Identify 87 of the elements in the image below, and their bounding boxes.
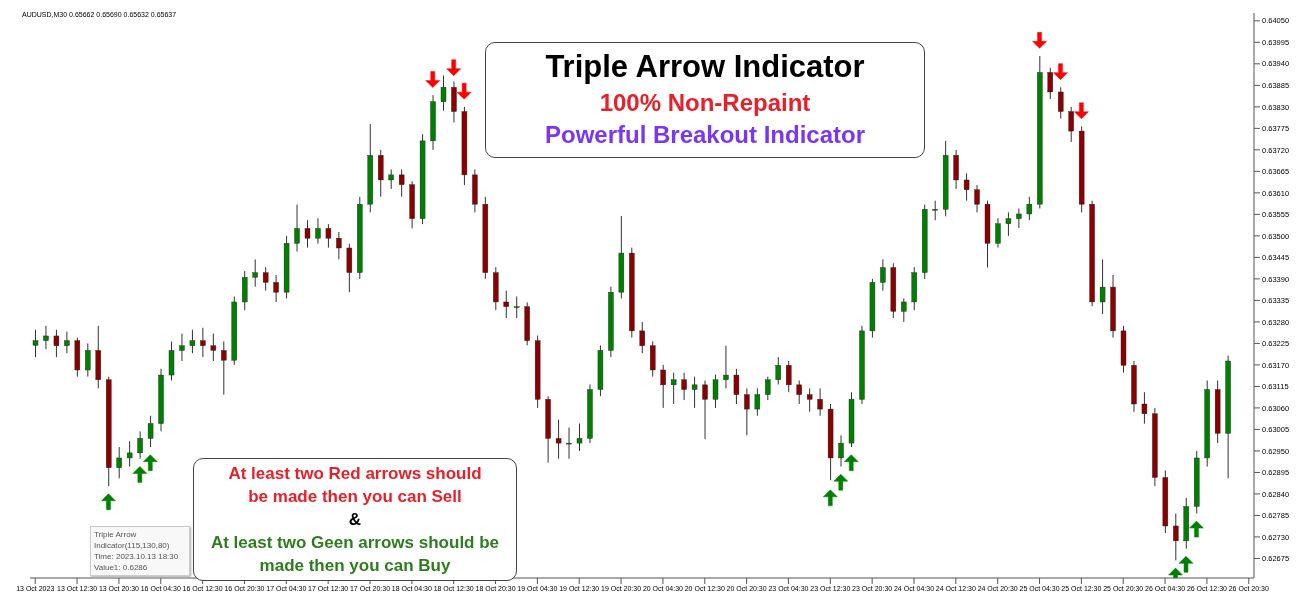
point	[425, 71, 441, 88]
candlestick	[744, 387, 750, 436]
candlestick	[200, 327, 206, 358]
candlestick	[1005, 211, 1012, 237]
candlestick	[1141, 391, 1148, 425]
candlestick	[670, 372, 677, 405]
candlestick	[691, 376, 698, 409]
candlestick	[901, 297, 907, 323]
point	[132, 466, 148, 483]
candlestick	[252, 258, 258, 288]
point	[1189, 520, 1204, 538]
candlestick	[786, 360, 792, 393]
point	[143, 454, 158, 471]
candlestick	[995, 217, 1001, 249]
candlestick	[880, 258, 886, 292]
candlestick	[555, 419, 562, 460]
candlestick	[932, 200, 938, 221]
point	[1074, 102, 1089, 119]
candlestick	[440, 75, 447, 112]
candlestick	[398, 168, 405, 198]
annotation: At least two Geen arrows should be made then you can Buy	[209, 532, 501, 577]
candlestick	[1173, 512, 1179, 561]
candlestick	[702, 380, 708, 440]
candlestick	[712, 374, 719, 409]
candlestick	[1047, 67, 1053, 100]
candlestick	[754, 387, 761, 417]
point	[833, 473, 849, 491]
point	[446, 59, 461, 76]
candlestick	[388, 168, 394, 190]
annotation: Time: 2023.10.13 18:30	[94, 551, 180, 562]
candlestick	[681, 372, 687, 401]
candlestick	[43, 325, 49, 350]
annotation: &	[347, 509, 363, 531]
annotation: Powerful Breakout Indicator	[543, 120, 867, 150]
candlestick	[503, 290, 509, 319]
candlestick	[116, 446, 122, 479]
point	[823, 489, 838, 507]
candlestick	[1068, 106, 1074, 143]
candlestick	[775, 356, 781, 385]
point	[1032, 32, 1047, 49]
candlestick	[126, 440, 133, 468]
candlestick	[566, 426, 572, 460]
candlestick	[1016, 208, 1022, 229]
candlestick	[817, 387, 823, 417]
point	[456, 82, 472, 100]
candlestick	[189, 329, 196, 354]
candlestick	[137, 430, 143, 460]
candlestick	[1026, 196, 1033, 221]
candlestick	[315, 217, 321, 245]
candlestick	[660, 364, 666, 409]
note-box: At least two Red arrows should be made then you can Sell & At least two Geen arrows should be made then you can Buy	[193, 458, 517, 581]
title-box: Triple Arrow Indicator 100% Non-Repaint Powerful Breakout Indicator	[485, 42, 925, 158]
point	[1053, 63, 1068, 80]
candlestick	[733, 368, 740, 405]
candlestick	[262, 266, 269, 292]
candlestick	[806, 387, 813, 413]
candlestick	[796, 380, 802, 405]
point	[101, 493, 116, 510]
candlestick	[147, 415, 154, 448]
candlestick	[639, 321, 645, 354]
point	[843, 454, 859, 471]
candlestick	[304, 219, 311, 249]
point	[1178, 556, 1194, 573]
candlestick	[576, 423, 583, 452]
candlestick	[53, 329, 60, 358]
candlestick	[765, 376, 771, 401]
candlestick	[514, 295, 520, 319]
candlestick	[273, 274, 279, 303]
candlestick	[325, 223, 332, 249]
tooltip-box: Triple Arrow Indicator(115,130,80) Time: 2023.10.13 18:30 Value1: 0.6286	[90, 526, 190, 576]
candlestick	[723, 345, 729, 389]
candlestick	[336, 231, 342, 260]
candlestick	[221, 340, 227, 396]
candlestick	[974, 184, 980, 213]
candlestick	[85, 342, 91, 378]
candlestick	[210, 333, 217, 362]
annotation: At least two Red arrows should be made then you can Sell	[227, 463, 483, 508]
candlestick	[838, 434, 844, 468]
candlestick	[1099, 258, 1106, 315]
candlestick	[179, 333, 185, 362]
annotation: Value1: 0.6286	[94, 562, 149, 573]
annotation: Triple Arrow Indicator(115,130,80)	[94, 529, 171, 551]
candlestick	[1058, 86, 1064, 120]
candlestick	[963, 172, 970, 202]
candlestick	[64, 331, 70, 354]
candlestick	[294, 204, 300, 253]
candlestick	[32, 329, 39, 358]
